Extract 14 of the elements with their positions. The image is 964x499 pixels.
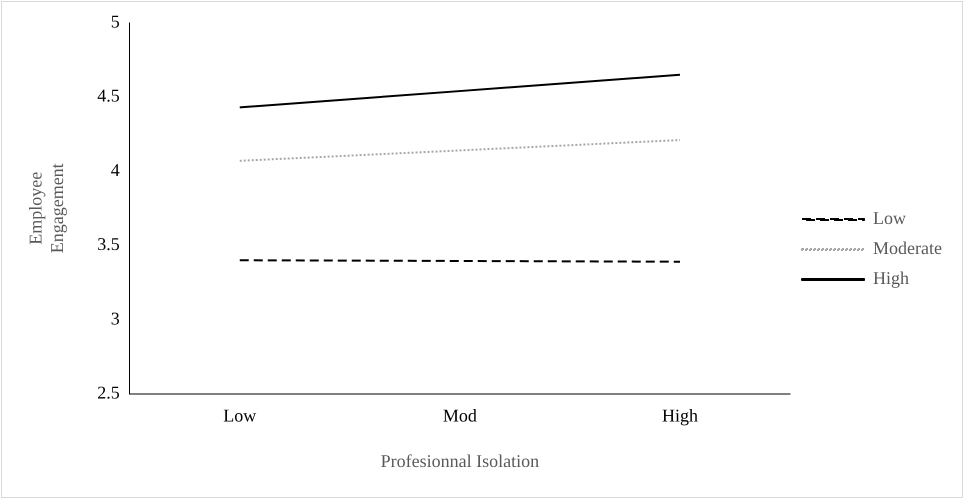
y-tick-label: 3.5 (97, 234, 120, 254)
y-tick-label: 4.5 (97, 86, 120, 106)
x-axis-title: Profesionnal Isolation (380, 450, 540, 471)
y-axis-title: Employee Engagement (26, 163, 68, 254)
y-tick-label: 3 (110, 308, 120, 328)
legend-label: Low (873, 208, 906, 228)
x-tick-label: Mod (442, 405, 477, 426)
x-tick-label: Low (223, 405, 256, 426)
x-tick-label: High (662, 405, 698, 426)
y-tick-label: 2.5 (97, 382, 120, 403)
legend-label: Moderate (873, 238, 942, 258)
y-tick-label: 4 (110, 160, 120, 180)
y-tick-label: 5 (110, 12, 120, 32)
legend-label: High (873, 268, 910, 288)
